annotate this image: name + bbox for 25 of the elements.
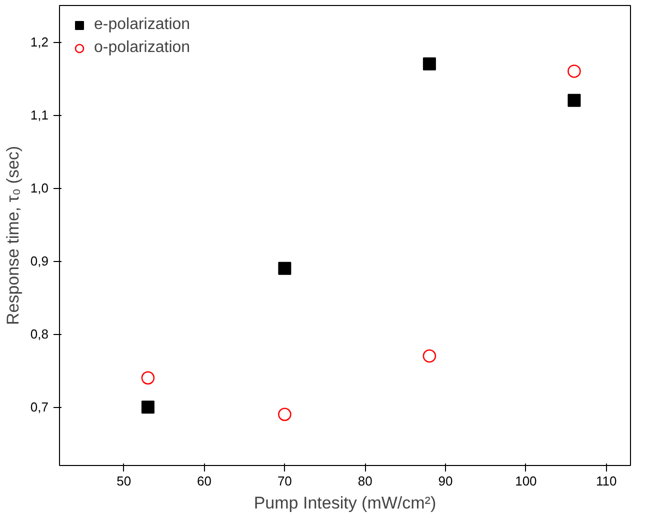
point bbox=[141, 400, 154, 414]
x-tick-label: 60 bbox=[197, 474, 212, 488]
y-tick-label: 1,2 bbox=[30, 34, 49, 50]
point bbox=[422, 57, 436, 70]
y-tick-label: 0,8 bbox=[30, 326, 49, 342]
y-tick-label: 0,7 bbox=[30, 400, 49, 415]
x-tick-label: 50 bbox=[116, 474, 132, 488]
point bbox=[278, 262, 292, 275]
y-tick-label: 1,0 bbox=[30, 180, 49, 196]
y-axis-title: Response time, τ₀ (sec) bbox=[3, 146, 22, 326]
legend-label: o-polarization bbox=[94, 39, 190, 57]
point bbox=[568, 94, 581, 107]
point bbox=[568, 64, 581, 78]
x-tick-label: 70 bbox=[277, 474, 292, 488]
x-tick-label: 100 bbox=[515, 474, 537, 488]
x-tick-label: 110 bbox=[596, 474, 617, 488]
point bbox=[141, 371, 155, 385]
point bbox=[422, 349, 436, 363]
x-tick-label: 90 bbox=[438, 474, 453, 488]
x-tick-label: 80 bbox=[358, 474, 372, 488]
y-tick-label: 1,1 bbox=[30, 108, 49, 123]
point bbox=[278, 408, 292, 422]
y-tick-label: 0,9 bbox=[30, 254, 49, 269]
legend-label: e-polarization bbox=[94, 16, 190, 34]
x-axis-title: Pump Intesity (mW/cm²) bbox=[254, 494, 436, 512]
